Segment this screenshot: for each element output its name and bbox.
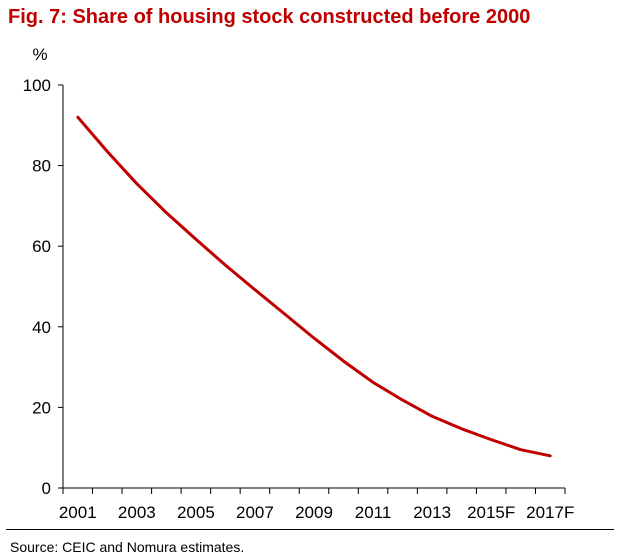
y-tick-label: 60: [32, 237, 51, 256]
chart-title: Fig. 7: Share of housing stock construct…: [8, 6, 531, 28]
source-note: Source: CEIC and Nomura estimates.: [10, 539, 245, 555]
y-tick-label: 100: [23, 76, 51, 95]
x-tick-label: 2015F: [467, 503, 515, 522]
y-tick-label: 0: [42, 479, 51, 498]
x-tick-label: 2009: [295, 503, 333, 522]
y-tick-label: 20: [32, 398, 51, 417]
y-axis-unit-label: %: [32, 45, 47, 64]
x-tick-label: 2005: [177, 503, 215, 522]
series-layer: [76, 115, 552, 458]
x-tick-label: 2013: [413, 503, 451, 522]
x-tick-label: 2017F: [526, 503, 574, 522]
x-axis-ticks: 2001 2003 2005 2007 2009 2011 2013 2015F 2017F: [59, 488, 574, 522]
series-line: [76, 115, 552, 458]
x-tick-label: 2007: [236, 503, 274, 522]
y-axis-ticks: 0 20 40 60 80 100: [23, 76, 63, 498]
x-tick-label: 2011: [355, 503, 392, 522]
source-divider: [6, 529, 614, 530]
x-tick-label: 2003: [118, 503, 156, 522]
y-tick-label: 80: [32, 157, 51, 176]
x-tick-label: 2001: [59, 503, 97, 522]
y-tick-label: 40: [32, 318, 51, 337]
